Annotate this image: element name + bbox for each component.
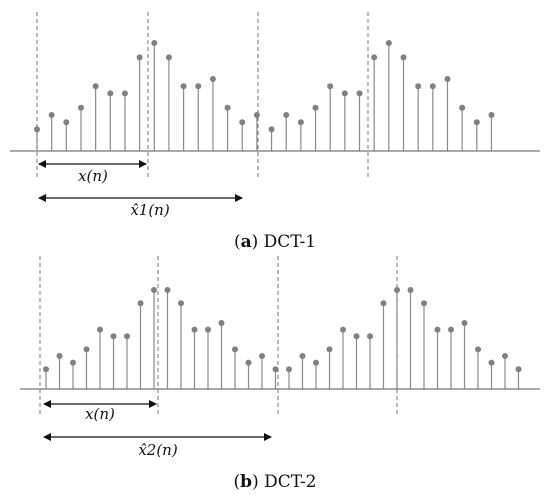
panel-b-stem-dot-33 [488, 359, 495, 366]
panel-a-stem-dot-4 [92, 83, 99, 90]
panel-a-stem-dot-15 [253, 112, 260, 118]
panel-b-stem-dot-31 [461, 320, 468, 326]
panel-a-stem-dot-25 [400, 54, 407, 61]
panel-b-stem-dot-25 [380, 300, 387, 307]
panel-b-stem-dot-26 [394, 287, 400, 293]
panel-b-stem-dot-6 [124, 333, 130, 340]
panel-a-stem-dot-16 [268, 126, 275, 133]
panel-b-stem-dot-14 [232, 346, 238, 353]
panel-b-stem-dot-7 [137, 300, 144, 307]
panel-a-stem-dot-0 [34, 126, 40, 133]
panel-b-stem-dot-19 [299, 353, 306, 359]
panel-a-xhat-label: x̂1(n) [130, 201, 170, 219]
panel-a-stem-dot-20 [327, 83, 334, 90]
panel-a-stem-dot-21 [341, 90, 348, 97]
panel-b-stem-dot-30 [448, 326, 454, 333]
panel-b-stem-dot-2 [70, 359, 76, 366]
panel-a-stem-dot-12 [209, 76, 216, 82]
panel-a-x-label: x(n) [78, 167, 108, 185]
panel-dct1: x(n) x̂1(n) (a) DCT-1 [10, 12, 540, 252]
panel-b-stem-dot-17 [272, 366, 279, 373]
panel-a-stem-dot-18 [297, 119, 304, 126]
panel-b-stem-dot-16 [259, 353, 265, 359]
panel-a-stem-dot-26 [415, 83, 422, 90]
panel-b-stem-dot-4 [97, 326, 103, 333]
panel-b-stems [43, 287, 522, 389]
panel-b-stem-dot-27 [407, 287, 414, 293]
panel-b-x-label: x(n) [85, 405, 115, 423]
panel-b-caption: (b) DCT-2 [234, 472, 317, 492]
panel-b-stem-dot-13 [218, 320, 225, 326]
panel-a-stem-dot-23 [371, 54, 378, 61]
panel-a-stem-dot-2 [63, 119, 70, 126]
panel-b-stem-dot-3 [83, 346, 90, 353]
panel-a-stem-dot-30 [473, 119, 480, 126]
panel-a-stem-dot-28 [444, 76, 451, 82]
panel-a-caption-letter: a [241, 232, 252, 252]
panel-a-stem-dot-24 [385, 40, 392, 46]
panel-b-stem-dot-0 [43, 366, 49, 373]
panel-b-caption-text: DCT-2 [264, 472, 316, 492]
panel-a-stem-dot-31 [488, 112, 495, 118]
panel-a-stem-dot-1 [48, 112, 55, 118]
panel-b-stem-dot-9 [164, 287, 171, 293]
panel-b-stem-dot-24 [367, 333, 373, 340]
panel-b-stem-dot-22 [340, 326, 346, 333]
panel-b-caption-letter: b [240, 472, 252, 492]
panel-b-stem-dot-21 [326, 346, 333, 353]
panel-a-stem-dot-29 [459, 104, 466, 111]
panel-a-stem-dot-19 [312, 104, 319, 111]
panel-a-stem-dot-27 [429, 83, 436, 90]
panel-b-stem-dot-23 [353, 333, 360, 340]
panel-a-stem-dot-9 [165, 54, 172, 61]
panel-b-stem-dot-20 [313, 359, 319, 366]
panel-a-stem-dot-6 [121, 90, 128, 97]
panel-dct2: x(n) x̂2(n) (b) DCT-2 [20, 256, 540, 492]
panel-a-stem-dot-11 [195, 83, 202, 90]
panel-b-stem-dot-1 [56, 353, 63, 359]
panel-b-stem-dot-29 [434, 326, 441, 333]
panel-b-stem-dot-8 [151, 287, 157, 293]
panel-b-stem-dot-34 [502, 353, 508, 359]
panel-b-stem-dot-12 [205, 326, 211, 333]
panel-b-stem-dot-10 [178, 300, 184, 307]
panel-b-stem-dot-35 [515, 366, 522, 373]
panel-a-stem-dot-8 [151, 40, 158, 46]
panel-b-stem-dot-11 [191, 326, 198, 333]
panel-b-stem-dot-5 [110, 333, 117, 340]
panel-a-stem-dot-10 [180, 83, 187, 90]
panel-a-stem-dot-13 [224, 104, 231, 111]
panel-a-stem-dot-3 [77, 104, 84, 111]
panel-b-stem-dot-32 [475, 346, 481, 353]
panel-a-stems [34, 40, 495, 151]
panel-a-stem-dot-22 [356, 90, 363, 97]
panel-b-stem-dot-18 [286, 366, 292, 373]
panel-b-stem-dot-15 [245, 359, 252, 366]
panel-a-stem-dot-17 [283, 112, 290, 118]
panel-b-stem-dot-28 [421, 300, 427, 307]
panel-a-stem-dot-14 [239, 119, 246, 126]
panel-a-stem-dot-5 [107, 90, 114, 97]
panel-a-caption: (a) DCT-1 [234, 232, 316, 252]
panel-a-caption-text: DCT-1 [264, 232, 316, 252]
panel-a-stem-dot-7 [136, 54, 143, 61]
panel-b-xhat-label: x̂2(n) [138, 441, 178, 459]
